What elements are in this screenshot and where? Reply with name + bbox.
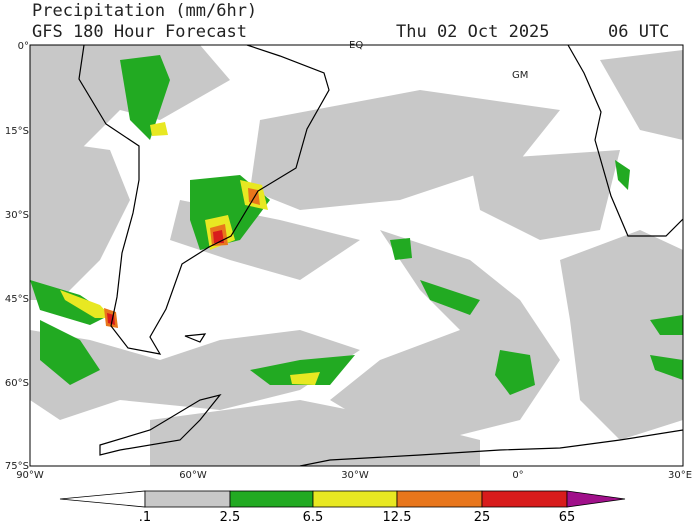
colorbar-label: 2.5 [220,510,241,525]
date: Thu 02 Oct 2025 [396,22,550,42]
place-label: GM [512,70,528,81]
colorbar-label: 6.5 [303,510,324,525]
map-frame [29,44,684,467]
lat-label: 75°S [5,461,29,472]
place-label: EQ [349,40,363,51]
colorbar-label: 25 [474,510,491,525]
lat-label: 30°S [5,210,29,221]
subtitle: GFS 180 Hour Forecast [32,22,247,42]
lat-label: 0° [18,41,29,52]
colorbar-label: 12.5 [383,510,412,525]
time: 06 UTC [608,22,669,42]
lat-label: 60°S [5,378,29,389]
lon-label: 30°E [668,470,692,481]
lon-label: 90°W [16,470,44,481]
precip-fields [30,45,683,466]
colorbar [59,490,626,508]
lon-label: 0° [512,470,523,481]
colorbar-label: 65 [559,510,576,525]
coastlines [78,45,683,466]
map: EQ GM 0° 15°S 30°S 45°S 60°S 75°S 90°W 6… [5,40,692,481]
lat-label: 45°S [5,294,29,305]
lat-label: 15°S [5,126,29,137]
lon-label: 60°W [179,470,207,481]
lon-label: 30°W [341,470,369,481]
title: Precipitation (mm/6hr) [32,1,257,21]
colorbar-label: .1 [139,510,151,525]
